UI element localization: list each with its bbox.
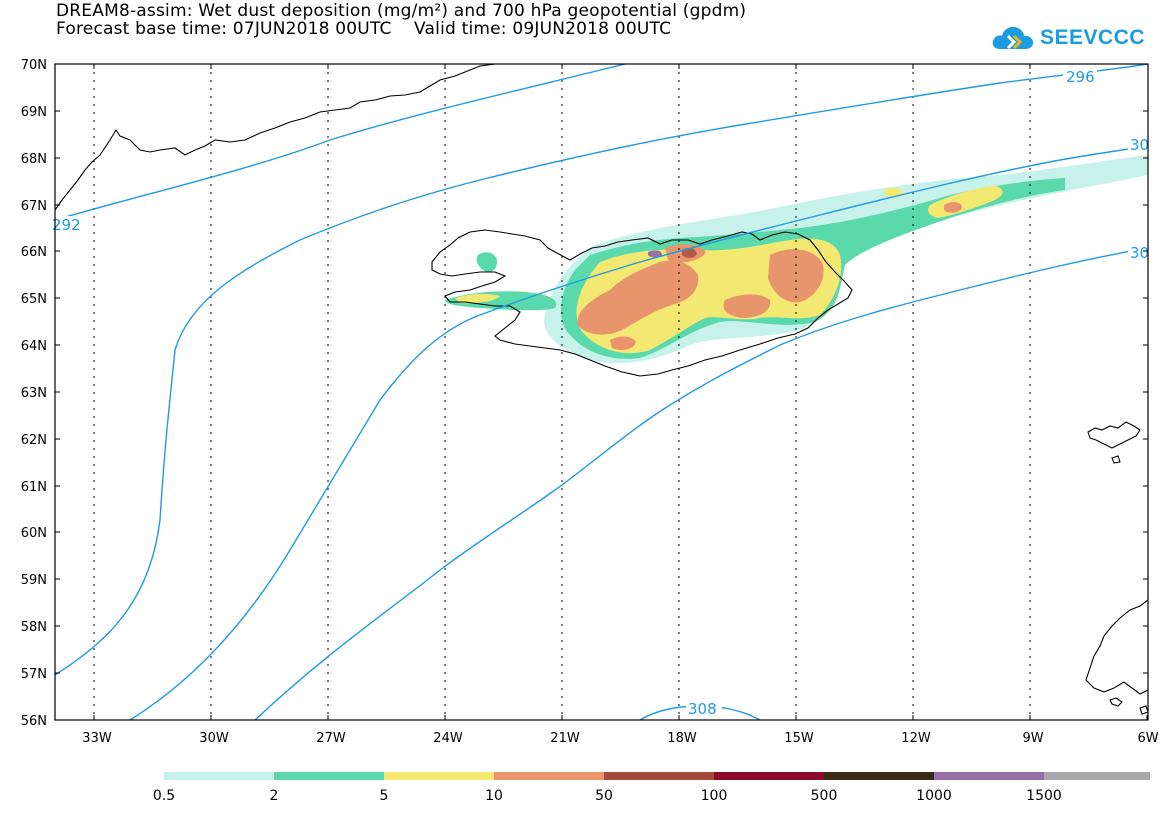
lat-label: 69N (21, 105, 47, 120)
lat-label: 63N (21, 386, 47, 401)
contour-304 (254, 247, 1148, 720)
legend-label: 1000 (916, 788, 952, 804)
contour-296 (55, 64, 1148, 676)
legend-label: 5 (380, 788, 389, 804)
legend-swatch (934, 772, 1044, 780)
dust-deposition-field (445, 155, 1148, 364)
contour-292 (55, 64, 626, 221)
dust-area-orange-south (610, 336, 636, 350)
legend-label: 10 (485, 788, 503, 804)
lon-label: 33W (82, 731, 112, 746)
lon-label: 30W (199, 731, 229, 746)
coastlines (55, 64, 1148, 715)
lat-label: 58N (21, 620, 47, 635)
lat-label: 56N (21, 714, 47, 729)
logo-text: SEEVCCC (1040, 26, 1146, 49)
coastline-iceland (431, 229, 853, 377)
legend-label: 500 (811, 788, 838, 804)
geopotential-contours (55, 64, 1148, 720)
lat-label: 67N (21, 199, 47, 214)
longitude-labels: 33W 30W 27W 24W 21W 18W 15W 12W 9W 6W (82, 731, 1158, 746)
seevccc-logo: SEEVCCC (990, 20, 1145, 56)
contour-label-296: 296 (1066, 68, 1095, 86)
dust-area-brown (682, 247, 697, 258)
map-title: DREAM8-assim: Wet dust deposition (mg/m²… (56, 1, 747, 21)
lon-label: 27W (316, 731, 346, 746)
legend-label: 2 (270, 788, 279, 804)
contour-308 (639, 705, 761, 720)
contour-300 (129, 145, 1148, 720)
lat-label: 66N (21, 245, 47, 260)
legend-labels: 0.5 2 5 10 50 100 500 1000 1500 (153, 788, 1062, 804)
dust-area-purple (648, 250, 662, 258)
cloud-logo-icon (992, 26, 1034, 50)
dust-area-orange-east (768, 249, 824, 303)
lon-label: 6W (1137, 731, 1158, 746)
legend-swatch (494, 772, 604, 780)
map-subtitle: Forecast base time: 07JUN2018 00UTC Vali… (56, 19, 672, 39)
dust-area-green-nw (476, 252, 498, 272)
lat-label: 61N (21, 480, 47, 495)
lat-label: 65N (21, 292, 47, 307)
lat-label: 70N (21, 58, 47, 73)
latitude-labels: 70N 69N 68N 67N 66N 65N 64N 63N 62N 61N … (21, 58, 47, 729)
dust-area-orange-central (577, 260, 699, 335)
lon-label: 21W (550, 731, 580, 746)
legend-label: 100 (701, 788, 728, 804)
lat-label: 64N (21, 339, 47, 354)
map-frame (54, 63, 1149, 721)
contour-label-300: 30 (1130, 136, 1149, 154)
lon-label: 15W (784, 731, 814, 746)
legend-swatch (164, 772, 274, 780)
contour-label-308: 308 (688, 700, 717, 718)
contour-labels: 292 296 30 30 308 (52, 68, 1150, 718)
graticule (93, 64, 1031, 720)
contour-label-304: 30 (1130, 244, 1149, 262)
lat-label: 68N (21, 152, 47, 167)
dust-area-orange-se (723, 294, 771, 318)
legend-swatch (714, 772, 824, 780)
coastline-greenland (55, 64, 496, 211)
coastline-faroe (1087, 421, 1141, 449)
lat-label: 57N (21, 667, 47, 682)
dust-area-yellow-west (455, 293, 500, 304)
legend-label: 50 (595, 788, 613, 804)
lon-label: 9W (1022, 731, 1043, 746)
axis-ticks (55, 63, 1148, 720)
dust-area-orange-ne (944, 202, 962, 213)
lat-label: 62N (21, 433, 47, 448)
legend-label: 1500 (1026, 788, 1062, 804)
lon-label: 24W (433, 731, 463, 746)
legend-swatch (274, 772, 384, 780)
legend-label: 0.5 (153, 788, 175, 804)
legend-swatch (384, 772, 494, 780)
lat-label: 60N (21, 526, 47, 541)
legend-swatch (1044, 772, 1150, 780)
contour-label-292: 292 (52, 216, 81, 234)
coastline-faroe-small (1111, 455, 1121, 464)
lon-label: 12W (901, 731, 931, 746)
coastline-scotland (1085, 599, 1148, 695)
legend-swatch (824, 772, 934, 780)
lat-label: 59N (21, 573, 47, 588)
legend-colorbar (164, 772, 1150, 780)
legend-swatch (604, 772, 714, 780)
coastline-hebrides (1109, 697, 1148, 715)
lon-label: 18W (667, 731, 697, 746)
